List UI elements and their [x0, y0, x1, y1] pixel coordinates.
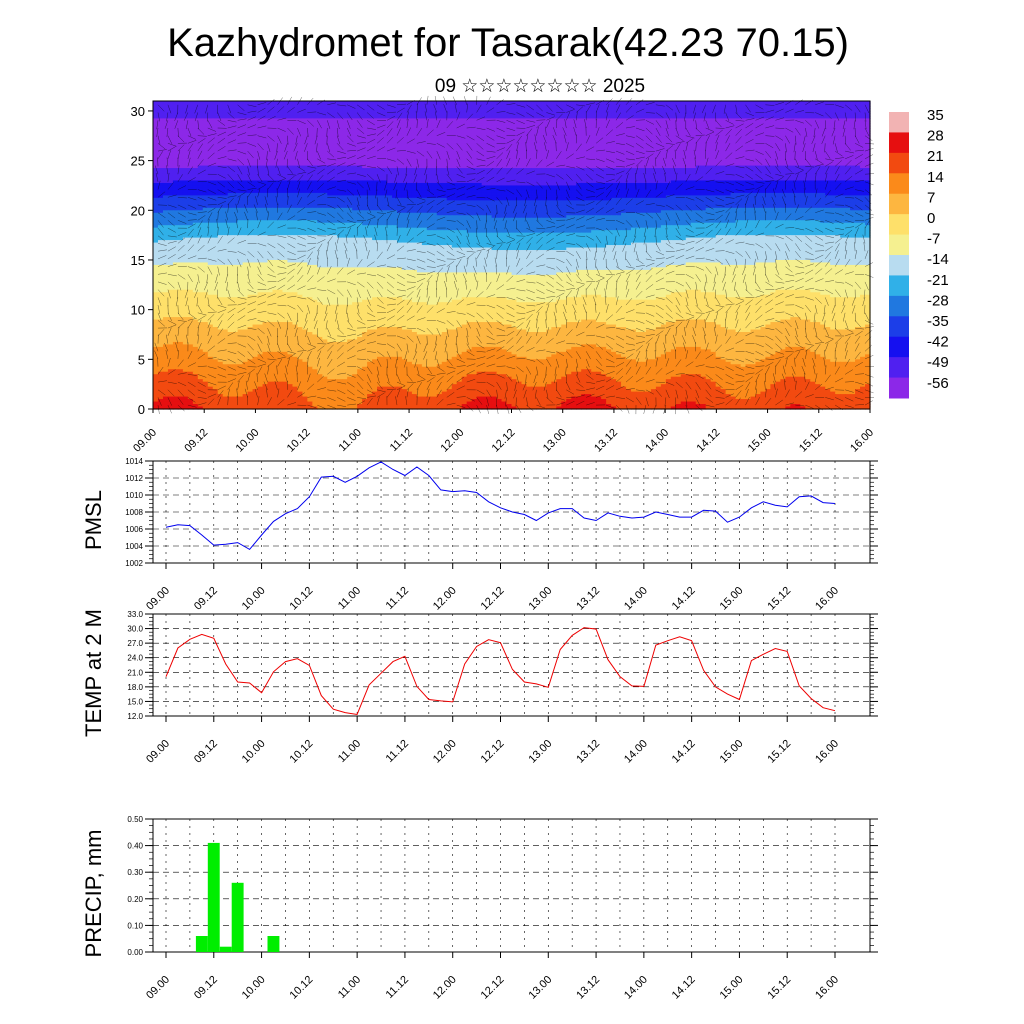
chart-subtitle: 09 ☆☆☆☆☆☆☆☆ 2025	[435, 76, 645, 97]
chart-title: Kazhydromet for Tasarak(42.23 70.15)	[167, 21, 849, 65]
